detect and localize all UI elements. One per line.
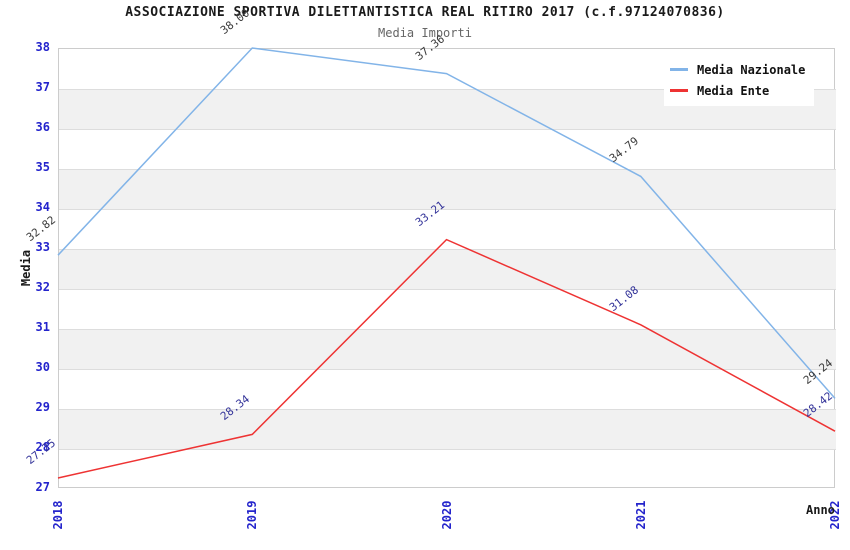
legend-line-swatch-blue	[670, 68, 688, 71]
legend: Media Nazionale Media Ente	[664, 54, 814, 106]
line-media-ente	[57, 238, 836, 479]
legend-item-media-ente: Media Ente	[670, 80, 808, 101]
chart-subtitle: Media Importi	[378, 26, 472, 40]
line-media-nazionale	[57, 47, 836, 399]
y-tick-label: 27	[35, 480, 50, 494]
series-lines	[57, 47, 836, 479]
x-tick-label: 2020	[439, 500, 454, 530]
y-tick-label: 31	[35, 320, 50, 334]
y-tick-label: 36	[35, 120, 50, 134]
x-tick-label: 2018	[51, 500, 65, 530]
x-tick-label: 2021	[633, 500, 648, 530]
y-tick-label: 33	[35, 240, 50, 254]
y-tick-label: 38	[35, 40, 50, 54]
y-tick-label: 34	[35, 200, 50, 214]
x-axis-title: Anno	[806, 503, 835, 517]
legend-item-media-nazionale: Media Nazionale	[670, 59, 808, 80]
y-tick-label: 30	[35, 360, 50, 374]
y-tick-label: 32	[35, 280, 50, 294]
legend-line-swatch-red	[670, 89, 688, 92]
legend-label: Media Ente	[697, 83, 770, 98]
y-axis-title: Media	[19, 249, 33, 287]
x-tick-label: 2019	[245, 500, 260, 530]
legend-label: Media Nazionale	[697, 62, 806, 77]
y-tick-label: 29	[35, 400, 50, 414]
y-tick-label: 35	[35, 160, 50, 174]
y-tick-label: 28	[35, 440, 50, 454]
chart-title: ASSOCIAZIONE SPORTIVA DILETTANTISTICA RE…	[125, 5, 725, 20]
y-tick-label: 37	[35, 80, 50, 94]
